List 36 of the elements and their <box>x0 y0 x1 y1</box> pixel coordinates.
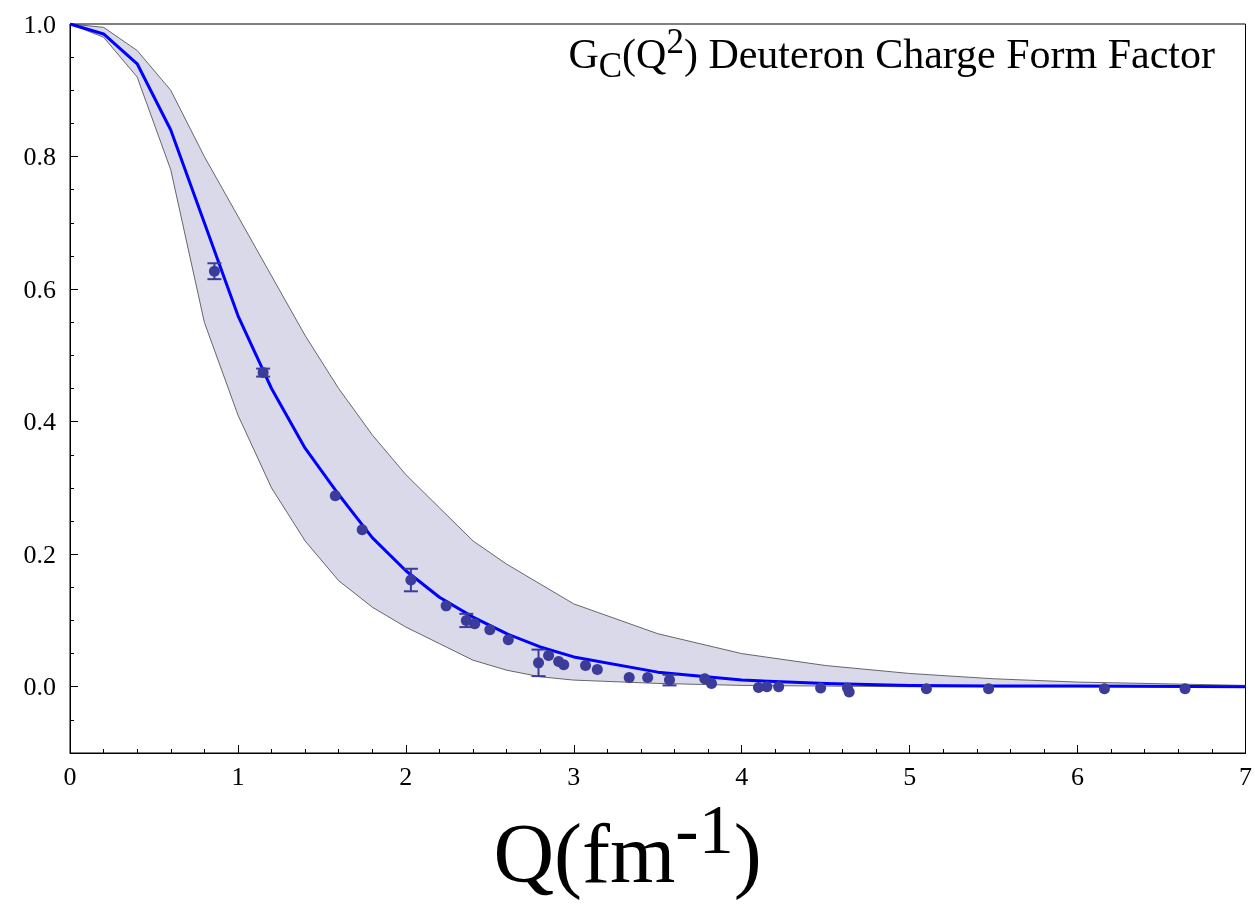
y-tick-label: 0.0 <box>23 672 56 702</box>
point <box>706 677 717 689</box>
point <box>469 618 481 630</box>
y-tick-label: 0.6 <box>23 274 56 304</box>
x-tick-label: 0 <box>63 761 77 791</box>
point <box>558 659 570 671</box>
x-tick-label: 5 <box>903 761 917 791</box>
point <box>815 682 827 694</box>
point <box>329 490 341 502</box>
point <box>502 634 514 646</box>
y-tick-label: 0.2 <box>23 539 56 569</box>
x-tick-label: 7 <box>1239 761 1252 791</box>
point <box>591 664 603 675</box>
x-tick-label: 4 <box>735 761 749 791</box>
point <box>1179 683 1191 695</box>
point <box>1098 683 1110 695</box>
y-tick-label: 0.4 <box>23 407 56 437</box>
point <box>580 660 592 672</box>
point <box>356 524 368 536</box>
x-tick-label: 1 <box>231 761 245 791</box>
point <box>920 683 932 695</box>
point <box>440 600 452 612</box>
point <box>484 624 496 636</box>
x-tick-label: 6 <box>1071 761 1085 791</box>
x-tick-label: 3 <box>567 761 581 791</box>
y-tick-label: 1.0 <box>23 9 56 39</box>
point <box>983 683 995 695</box>
x-tick-label: 2 <box>399 761 413 791</box>
y-tick-label: 0.8 <box>23 142 56 172</box>
x-axis-title: Q(fm$^{-1}$) <box>492 790 763 902</box>
point <box>623 671 635 683</box>
chart-title: G$_{C}$(Q$^{2}$) Deuteron Charge Form Factor <box>568 22 1215 87</box>
point <box>761 681 773 693</box>
point <box>642 671 654 683</box>
point <box>543 650 555 662</box>
point <box>773 681 785 693</box>
